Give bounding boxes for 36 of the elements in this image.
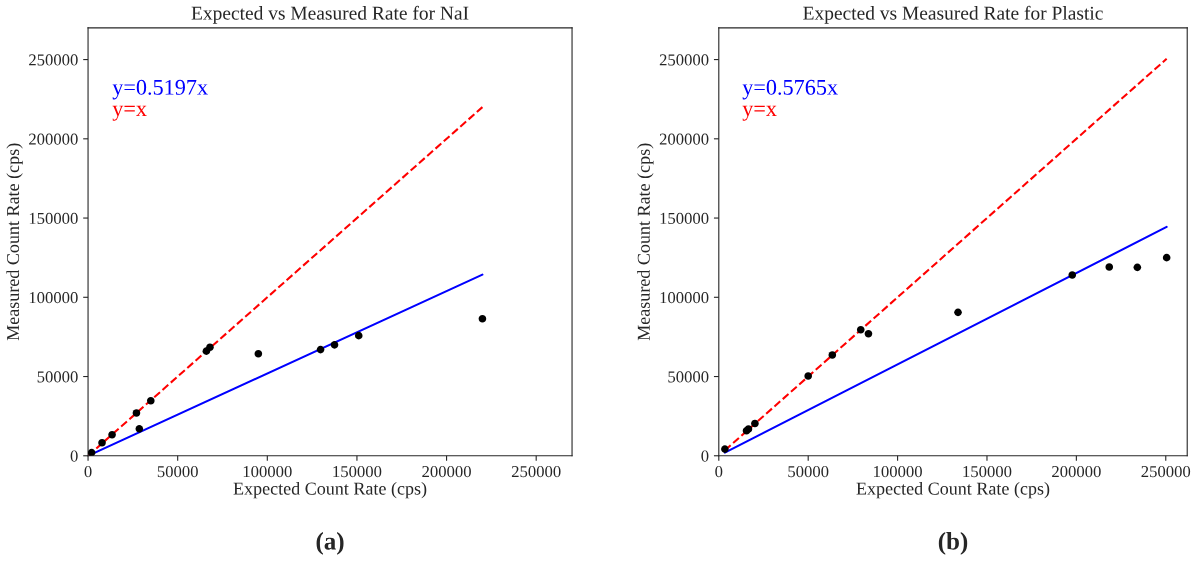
y-tick-label: 200000 — [659, 133, 709, 145]
x-tick-label: 50000 — [157, 465, 198, 478]
chart-title: Expected vs Measured Rate for NaI — [191, 5, 469, 24]
x-tick-label: 150000 — [963, 465, 1012, 478]
x-tick-label: 200000 — [422, 465, 471, 478]
text: y=x — [742, 105, 777, 121]
text: y=0.5765x — [742, 79, 838, 100]
text: (b) — [938, 532, 968, 555]
x-tick-label: 200000 — [1052, 465, 1101, 478]
chart-title: Expected vs Measured Rate for Plastic — [803, 5, 1103, 24]
x-tick-label: 0 — [715, 465, 723, 478]
y-tick-label: 150000 — [660, 212, 709, 224]
x-tick-label: 50000 — [788, 465, 829, 478]
y-tick-label: 200000 — [29, 133, 78, 145]
x-tick-label: 100000 — [874, 465, 922, 478]
x-tick-label: 100000 — [243, 465, 292, 478]
x-axis-title: Expected Count Rate (cps) — [233, 481, 427, 499]
y-axis-title: Measured Count Rate (cps) — [6, 143, 23, 341]
y-tick-label: 250000 — [29, 54, 78, 66]
x-tick-label: 250000 — [511, 465, 561, 478]
y-tick-label: 0 — [701, 450, 709, 462]
x-tick-label: 250000 — [1141, 465, 1191, 478]
y-tick-label: 100000 — [29, 291, 78, 304]
text: y=x — [112, 105, 147, 121]
y-tick-label: 50000 — [668, 371, 709, 383]
y-tick-label: 250000 — [659, 54, 709, 66]
text: (a) — [316, 532, 344, 555]
x-axis-title: Expected Count Rate (cps) — [856, 481, 1050, 499]
y-tick-label: 50000 — [37, 371, 78, 383]
y-tick-label: 150000 — [29, 212, 78, 224]
y-tick-label: 0 — [70, 450, 78, 462]
y-tick-label: 100000 — [660, 291, 709, 304]
y-axis-title: Measured Count Rate (cps) — [637, 143, 654, 341]
text: y=0.5197x — [112, 79, 208, 100]
x-tick-label: 150000 — [333, 465, 382, 478]
x-tick-label: 0 — [84, 465, 92, 478]
